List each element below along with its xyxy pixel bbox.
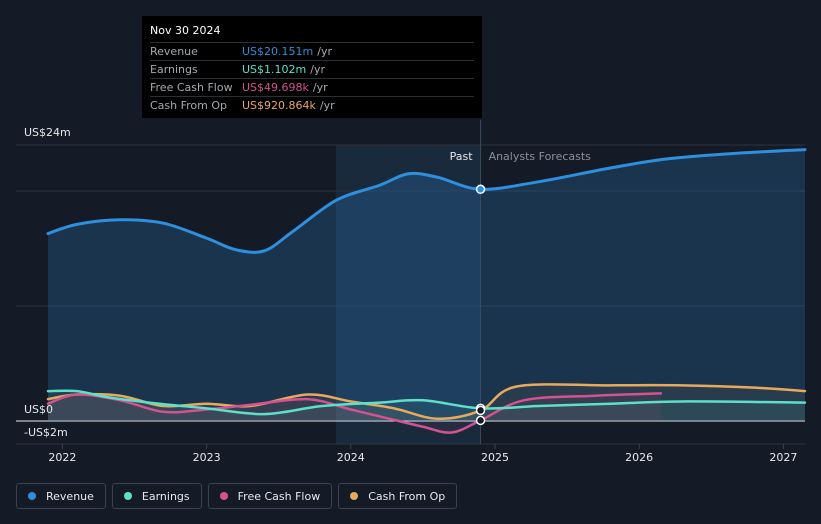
x-tick-label: 2023 bbox=[193, 451, 221, 464]
tooltip: Nov 30 2024 Revenue US$20.151m /yr Earni… bbox=[142, 16, 482, 118]
revenue-line bbox=[46, 148, 807, 254]
tooltip-label: Free Cash Flow bbox=[150, 81, 233, 94]
tooltip-label: Earnings bbox=[150, 63, 198, 76]
legend-item-cash-from-op[interactable]: Cash From Op bbox=[338, 483, 458, 509]
legend: Revenue Earnings Free Cash Flow Cash Fro… bbox=[16, 483, 458, 509]
earnings-line bbox=[46, 389, 807, 416]
tooltip-label: Cash From Op bbox=[150, 99, 228, 112]
tooltip-date: Nov 30 2024 bbox=[150, 24, 221, 37]
tooltip-value: US$1.102m bbox=[242, 63, 307, 76]
tooltip-value: US$920.864k bbox=[242, 99, 316, 112]
x-tick-label: 2025 bbox=[481, 451, 509, 464]
tooltip-row-cash-from-op: Cash From Op US$920.864k /yr bbox=[150, 96, 474, 114]
x-tick-label: 2024 bbox=[337, 451, 365, 464]
series-lines bbox=[46, 148, 807, 434]
gridlines bbox=[16, 144, 805, 445]
free-cash-flow-marker bbox=[475, 415, 486, 426]
y-tick-label: US$0 bbox=[24, 403, 53, 416]
forecast-label: Analysts Forecasts bbox=[489, 150, 592, 163]
tooltip-unit: /yr bbox=[312, 81, 328, 94]
legend-label: Cash From Op bbox=[368, 489, 446, 503]
revenue-dot-icon bbox=[28, 492, 36, 500]
tooltip-unit: /yr bbox=[310, 63, 325, 76]
past-highlight-band bbox=[336, 145, 481, 444]
past-label: Past bbox=[450, 150, 474, 163]
legend-item-free-cash-flow[interactable]: Free Cash Flow bbox=[207, 483, 333, 509]
y-axis-ticks: US$24m US$0 -US$2m bbox=[24, 126, 71, 439]
free-cash-flow-line bbox=[46, 392, 663, 434]
legend-label: Free Cash Flow bbox=[237, 489, 321, 503]
tooltip-value: US$49.698k bbox=[242, 81, 309, 94]
x-tick-label: 2026 bbox=[625, 451, 653, 464]
series-areas bbox=[48, 149, 805, 433]
free-cash-flow-dot-icon bbox=[219, 492, 228, 500]
tooltip-unit: /yr bbox=[319, 99, 335, 112]
earnings-dot-icon bbox=[123, 492, 132, 500]
tooltip-value: US$20.151m bbox=[242, 45, 314, 58]
y-tick-label: -US$2m bbox=[24, 426, 68, 439]
chart-canvas: Past Analysts Forecasts US$24m US$0 -US$2m… bbox=[16, 120, 807, 464]
free-cash-flow-area bbox=[48, 393, 661, 433]
legend-label: Earnings bbox=[141, 489, 190, 503]
tooltip-row-free-cash-flow: Free Cash Flow US$49.698k /yr bbox=[150, 78, 474, 96]
tooltip-markers bbox=[475, 184, 486, 426]
legend-item-revenue[interactable]: Revenue bbox=[16, 483, 106, 509]
tooltip-row-earnings: Earnings US$1.102m /yr bbox=[150, 60, 474, 78]
cash-from-op-dot-icon bbox=[350, 492, 359, 500]
cash-from-op-marker bbox=[475, 405, 486, 416]
legend-item-earnings[interactable]: Earnings bbox=[111, 483, 202, 509]
revenue-marker bbox=[475, 184, 486, 195]
tooltip-unit: /yr bbox=[317, 45, 332, 58]
tooltip-label: Revenue bbox=[150, 45, 198, 58]
revenue-area bbox=[48, 149, 805, 421]
tooltip-row-revenue: Revenue US$20.151m /yr bbox=[150, 42, 474, 60]
y-tick-label: US$24m bbox=[24, 126, 71, 139]
x-axis-ticks: 2022 2023 2024 2025 2026 2027 bbox=[48, 444, 797, 464]
x-tick-label: 2027 bbox=[769, 451, 797, 464]
legend-label: Revenue bbox=[46, 489, 94, 503]
x-tick-label: 2022 bbox=[48, 451, 76, 464]
